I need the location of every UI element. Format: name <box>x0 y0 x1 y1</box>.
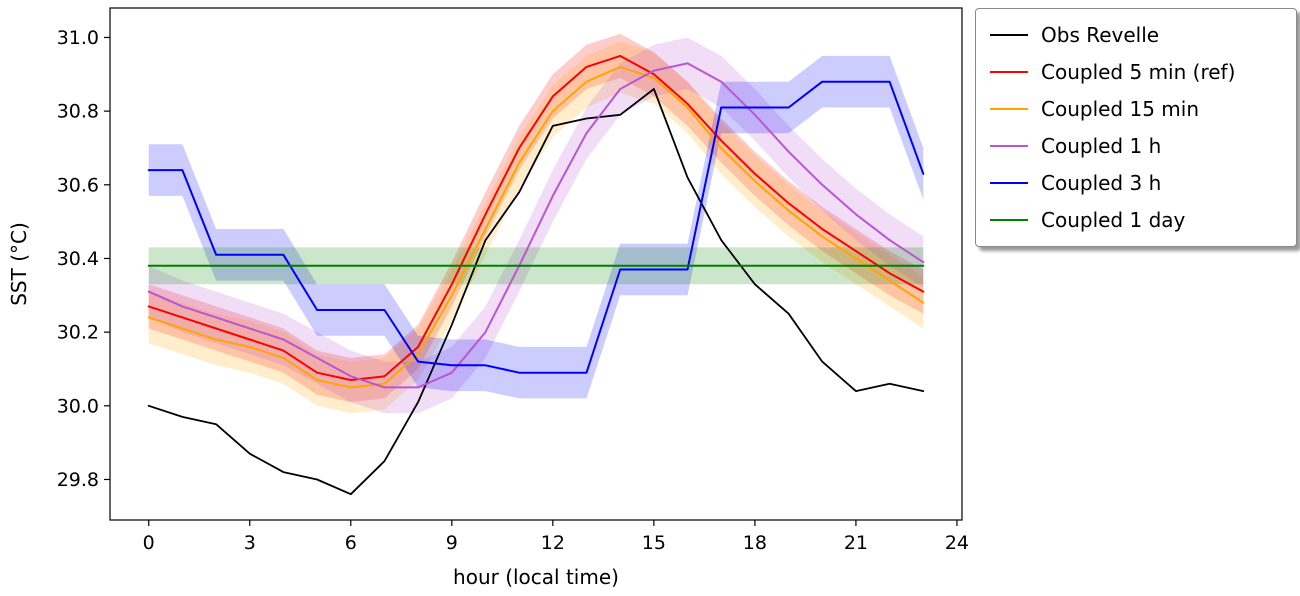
axes-spines <box>109 7 963 521</box>
legend-line-swatch-coupled-1-day <box>990 219 1028 221</box>
x-tick-label: 9 <box>446 532 458 554</box>
legend-line-swatch-coupled-3-h <box>990 182 1028 184</box>
x-tick-label: 18 <box>743 532 767 554</box>
legend-entry: Coupled 15 min <box>990 94 1282 124</box>
line-coupled-15-min <box>147 65 925 389</box>
y-axis-label: SST (°C) <box>7 222 31 306</box>
legend-line-swatch-coupled-1-h <box>990 145 1028 147</box>
band-coupled-15-min <box>148 41 924 414</box>
legend-label: Obs Revelle <box>1041 23 1160 47</box>
legend-label: Coupled 3 h <box>1041 171 1162 195</box>
legend-label: Coupled 1 h <box>1041 134 1162 158</box>
line-coupled-1-h <box>147 62 925 389</box>
x-tick-label: 15 <box>642 532 666 554</box>
legend-line-swatch-obs-revelle <box>990 34 1028 36</box>
y-tick-label: 30.8 <box>57 101 99 123</box>
y-tick-label: 30.0 <box>57 395 99 417</box>
y-tick-label: 31.0 <box>57 27 99 49</box>
line-obs-revelle <box>147 88 925 496</box>
legend-label: Coupled 5 min (ref) <box>1041 60 1236 84</box>
legend-label: Coupled 1 day <box>1041 208 1186 232</box>
line-coupled-3-h <box>147 80 925 374</box>
legend-line-swatch-coupled-5-min-ref <box>990 71 1028 73</box>
line-coupled-5-min-ref <box>147 54 925 381</box>
y-tick-label: 30.4 <box>57 248 99 270</box>
legend-entry: Obs Revelle <box>990 20 1282 50</box>
legend-entry: Coupled 5 min (ref) <box>990 57 1282 87</box>
x-tick-label: 3 <box>244 532 256 554</box>
band-coupled-1-h <box>148 37 924 414</box>
legend-label: Coupled 15 min <box>1041 97 1200 121</box>
y-tick-label: 30.6 <box>57 174 99 196</box>
x-tick-label: 12 <box>541 532 565 554</box>
x-tick-label: 0 <box>143 532 155 554</box>
x-axis-label: hour (local time) <box>453 565 619 589</box>
x-tick-label: 6 <box>345 532 357 554</box>
legend-entry: Coupled 3 h <box>990 168 1282 198</box>
legend-entry: Coupled 1 h <box>990 131 1282 161</box>
legend-line-swatch-coupled-15-min <box>990 108 1028 110</box>
x-tick-label: 21 <box>844 532 868 554</box>
legend-entry: Coupled 1 day <box>990 205 1282 235</box>
x-tick-label: 24 <box>945 532 969 554</box>
y-tick-label: 29.8 <box>57 469 99 491</box>
band-coupled-5-min-ref <box>148 33 924 403</box>
legend: Obs Revelle Coupled 5 min (ref) Coupled … <box>975 8 1297 247</box>
plot-area <box>147 33 925 496</box>
band-coupled-3-h <box>148 55 924 399</box>
y-tick-label: 30.2 <box>57 322 99 344</box>
